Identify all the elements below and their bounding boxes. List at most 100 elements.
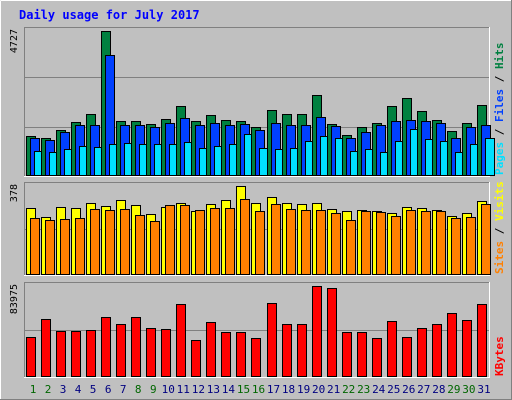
bar-kbytes-day-25 xyxy=(387,321,397,377)
bar-sites-day-27 xyxy=(421,211,431,275)
bar-kbytes-day-27 xyxy=(417,328,427,377)
x-tick-label: 8 xyxy=(135,383,142,396)
bar-kbytes-day-23 xyxy=(357,332,367,377)
x-tick-label: 31 xyxy=(477,383,490,396)
bar-sites-day-10 xyxy=(165,205,175,275)
bar-sites-day-17 xyxy=(271,204,281,275)
legend-visits: Visits xyxy=(493,181,506,221)
legend-sites: Sites xyxy=(493,241,506,274)
x-tick-label: 2 xyxy=(45,383,52,396)
bar-kbytes-day-12 xyxy=(191,340,201,377)
bar-kbytes-day-16 xyxy=(251,338,261,377)
legend-hits: Hits xyxy=(493,43,506,70)
x-tick-label: 20 xyxy=(312,383,325,396)
x-tick-label: 3 xyxy=(60,383,67,396)
bar-sites-day-1 xyxy=(30,218,40,275)
x-tick-label: 14 xyxy=(222,383,236,396)
bar-kbytes-day-10 xyxy=(161,329,171,377)
bar-sites-day-31 xyxy=(481,204,491,275)
bar-kbytes-day-6 xyxy=(101,317,111,377)
bar-sites-day-28 xyxy=(436,211,446,275)
bar-sites-day-30 xyxy=(466,217,476,275)
x-tick-label: 12 xyxy=(192,383,205,396)
bar-kbytes-day-18 xyxy=(282,324,292,377)
legend-kbytes: KBytes xyxy=(493,336,506,376)
x-tick-label: 23 xyxy=(357,383,370,396)
bar-sites-day-19 xyxy=(301,210,311,275)
bar-sites-day-12 xyxy=(195,210,205,275)
x-tick-label: 27 xyxy=(417,383,430,396)
bar-sites-day-5 xyxy=(90,209,100,275)
x-axis-labels: 1 2 3 4 5 6 7 8 9 10 11 12 13 14 15 16 17 18 19 20 21 22 23 24 2… xyxy=(30,383,491,396)
scale-max-label: 378 xyxy=(9,184,20,202)
bar-sites-day-25 xyxy=(391,216,401,275)
x-tick-label: 17 xyxy=(267,383,280,396)
x-tick-label: 4 xyxy=(75,383,82,396)
bar-kbytes-day-11 xyxy=(176,304,186,377)
x-tick-label: 21 xyxy=(327,383,340,396)
legend-files: Files xyxy=(493,89,506,122)
x-tick-label: 13 xyxy=(207,383,220,396)
bar-kbytes-day-13 xyxy=(206,322,216,377)
bar-sites-day-13 xyxy=(210,208,220,275)
bar-kbytes-day-20 xyxy=(312,286,322,377)
x-tick-label: 25 xyxy=(387,383,400,396)
series-legend-visits-sites: Sites / Visits xyxy=(493,181,506,274)
bar-kbytes-day-31 xyxy=(477,304,487,377)
legend-pages: Pages xyxy=(493,142,506,175)
bar-sites-day-22 xyxy=(346,220,356,275)
bar-kbytes-day-21 xyxy=(327,288,337,377)
bar-sites-day-3 xyxy=(60,219,70,275)
bar-kbytes-day-14 xyxy=(221,332,231,377)
bar-kbytes-day-26 xyxy=(402,337,412,377)
bar-sites-day-6 xyxy=(105,210,115,275)
scale-max-label: 4727 xyxy=(9,29,20,53)
bar-kbytes-day-7 xyxy=(116,324,126,377)
bar-kbytes-day-1 xyxy=(26,337,36,377)
x-tick-label: 16 xyxy=(252,383,265,396)
bar-kbytes-day-19 xyxy=(297,324,307,377)
bar-sites-day-26 xyxy=(406,210,416,275)
x-tick-label: 18 xyxy=(282,383,295,396)
bar-sites-day-9 xyxy=(150,221,160,275)
bar-kbytes-day-29 xyxy=(447,313,457,377)
x-tick-label: 22 xyxy=(342,383,355,396)
x-tick-label: 19 xyxy=(297,383,310,396)
bar-kbytes-day-15 xyxy=(236,332,246,377)
bar-kbytes-day-8 xyxy=(131,317,141,377)
chart-panels: 4727 Pages / Files / Hits 378 Sites / Visit… xyxy=(9,27,506,378)
x-tick-label: 9 xyxy=(150,383,157,396)
bar-sites-day-8 xyxy=(135,215,145,275)
bar-sites-day-16 xyxy=(255,211,265,275)
legend-separator: / xyxy=(493,122,506,142)
x-tick-label: 26 xyxy=(402,383,415,396)
bar-sites-day-14 xyxy=(225,208,235,275)
scale-max-label: 83975 xyxy=(9,284,20,314)
x-tick-label: 24 xyxy=(372,383,386,396)
x-tick-label: 28 xyxy=(432,383,445,396)
panel-hits-files-pages: 4727 Pages / Files / Hits xyxy=(9,27,506,177)
bar-sites-day-11 xyxy=(180,205,190,275)
bar-sites-day-4 xyxy=(75,218,85,275)
bar-sites-day-20 xyxy=(316,210,326,275)
x-tick-label: 30 xyxy=(462,383,475,396)
bar-sites-day-7 xyxy=(120,209,130,275)
chart-title: Daily usage for July 2017 xyxy=(19,8,200,22)
bar-sites-day-29 xyxy=(451,218,461,275)
bar-kbytes-day-28 xyxy=(432,324,442,377)
bar-sites-day-15 xyxy=(240,199,250,275)
bar-pages-day-31 xyxy=(485,138,495,176)
x-tick-label: 10 xyxy=(162,383,175,396)
legend-separator: / xyxy=(493,69,506,89)
bar-sites-day-23 xyxy=(361,211,371,275)
x-tick-label: 29 xyxy=(447,383,460,396)
panel-visits-sites: 378 Sites / Visits xyxy=(9,181,506,276)
legend-separator: / xyxy=(493,221,506,241)
bar-sites-day-18 xyxy=(286,209,296,275)
bar-kbytes-day-5 xyxy=(86,330,96,377)
x-tick-label: 7 xyxy=(120,383,127,396)
x-tick-label: 6 xyxy=(105,383,112,396)
x-tick-label: 15 xyxy=(237,383,250,396)
bar-sites-day-2 xyxy=(45,220,55,275)
x-tick-label: 1 xyxy=(30,383,37,396)
